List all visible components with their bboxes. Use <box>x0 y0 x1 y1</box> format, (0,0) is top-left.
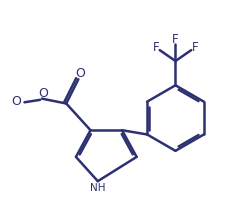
Text: NH: NH <box>90 183 105 193</box>
Text: F: F <box>191 41 197 54</box>
Text: O: O <box>38 87 48 100</box>
Text: F: F <box>152 41 159 54</box>
Text: O: O <box>12 95 21 108</box>
Text: F: F <box>171 33 178 46</box>
Text: O: O <box>75 67 85 80</box>
